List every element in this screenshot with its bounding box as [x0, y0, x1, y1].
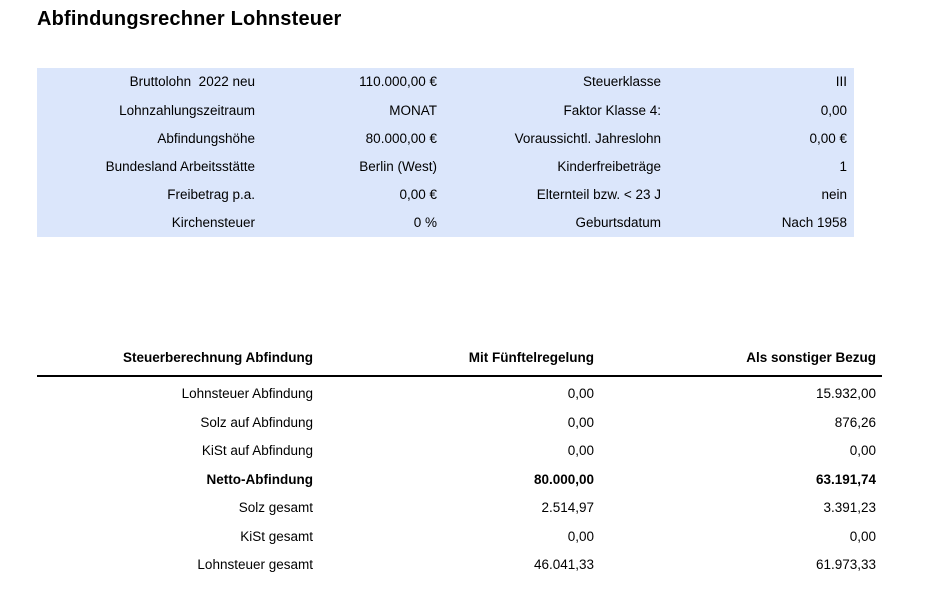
page-title: Abfindungsrechner Lohnsteuer: [37, 8, 342, 30]
row-label: KiSt auf Abfindung: [201, 443, 313, 459]
cell-fuenftel-value: 46.041,33: [533, 557, 594, 573]
field-label-steuerklasse: Steuerklasse: [582, 74, 661, 90]
field-value-faktor-klasse-4: 0,00: [820, 102, 847, 118]
results-table-header: Steuerberechnung Abfindung Mit Fünftelre…: [37, 341, 882, 377]
cell-fuenftel-value: 80.000,00: [533, 471, 594, 487]
table-row: Solz gesamt 2.514,97 3.391,23: [37, 494, 882, 522]
field-value-geburtsdatum: Nach 1958: [781, 215, 847, 231]
cell-sonstig-value: 3.391,23: [823, 500, 876, 516]
row-label: Solz gesamt: [238, 500, 313, 516]
results-table: Steuerberechnung Abfindung Mit Fünftelre…: [37, 341, 882, 579]
field-value-abfindungshoehe: 80.000,00 €: [365, 130, 437, 146]
field-label-kinderfreibetraege: Kinderfreibeträge: [557, 158, 661, 174]
input-summary-panel: Bruttolohn 2022 neu 110.000,00 € Steuerk…: [37, 68, 854, 237]
table-row-netto-abfindung: Netto-Abfindung 80.000,00 63.191,74: [37, 465, 882, 493]
cell-sonstig-value: 63.191,74: [815, 471, 876, 487]
field-label-elternteil: Elternteil bzw. < 23 J: [536, 186, 661, 202]
field-value-bundesland: Berlin (West): [359, 158, 437, 174]
field-label-abfindungshoehe: Abfindungshöhe: [157, 130, 255, 146]
field-value-lohnzahlungszeitraum: MONAT: [389, 102, 437, 118]
cell-sonstig-value: 0,00: [849, 443, 876, 459]
row-label: Lohnsteuer Abfindung: [181, 386, 313, 402]
field-label-lohnzahlungszeitraum: Lohnzahlungszeitraum: [119, 102, 255, 118]
column-header-fuenftelregelung: Mit Fünftelregelung: [468, 350, 594, 366]
field-value-bruttolohn: 110.000,00 €: [359, 74, 437, 90]
table-row: Lohnsteuer gesamt 46.041,33 61.973,33: [37, 551, 882, 579]
field-value-jahreslohn: 0,00 €: [809, 130, 847, 146]
cell-fuenftel-value: 0,00: [567, 528, 594, 544]
table-row: Lohnsteuer Abfindung 0,00 15.932,00: [37, 380, 882, 408]
field-label-bundesland: Bundesland Arbeitsstätte: [105, 158, 255, 174]
cell-fuenftel-value: 0,00: [567, 414, 594, 430]
column-header-steuerberechnung: Steuerberechnung Abfindung: [123, 350, 313, 366]
cell-sonstig-value: 0,00: [849, 528, 876, 544]
table-row: KiSt auf Abfindung 0,00 0,00: [37, 437, 882, 465]
cell-fuenftel-value: 0,00: [567, 443, 594, 459]
field-label-faktor-klasse-4: Faktor Klasse 4:: [563, 102, 661, 118]
field-label-geburtsdatum: Geburtsdatum: [575, 215, 661, 231]
field-value-steuerklasse: III: [835, 74, 847, 90]
row-label: Lohnsteuer gesamt: [197, 557, 313, 573]
table-row: Solz auf Abfindung 0,00 876,26: [37, 408, 882, 436]
field-value-kinderfreibetraege: 1: [839, 158, 847, 174]
table-row: KiSt gesamt 0,00 0,00: [37, 522, 882, 550]
cell-sonstig-value: 876,26: [834, 414, 876, 430]
field-label-bruttolohn: Bruttolohn 2022 neu: [129, 74, 255, 90]
field-value-elternteil: nein: [821, 186, 847, 202]
row-label: KiSt gesamt: [240, 528, 313, 544]
row-label: Solz auf Abfindung: [200, 414, 313, 430]
row-label: Netto-Abfindung: [206, 471, 313, 487]
field-value-freibetrag: 0,00 €: [399, 186, 437, 202]
field-value-kirchensteuer: 0 %: [413, 215, 437, 231]
cell-sonstig-value: 61.973,33: [815, 557, 876, 573]
cell-fuenftel-value: 2.514,97: [541, 500, 594, 516]
field-label-kirchensteuer: Kirchensteuer: [171, 215, 255, 231]
column-header-sonstiger-bezug: Als sonstiger Bezug: [746, 350, 876, 366]
field-label-freibetrag: Freibetrag p.a.: [167, 186, 255, 202]
cell-sonstig-value: 15.932,00: [815, 386, 876, 402]
cell-fuenftel-value: 0,00: [567, 386, 594, 402]
field-label-jahreslohn: Voraussichtl. Jahreslohn: [514, 130, 661, 146]
